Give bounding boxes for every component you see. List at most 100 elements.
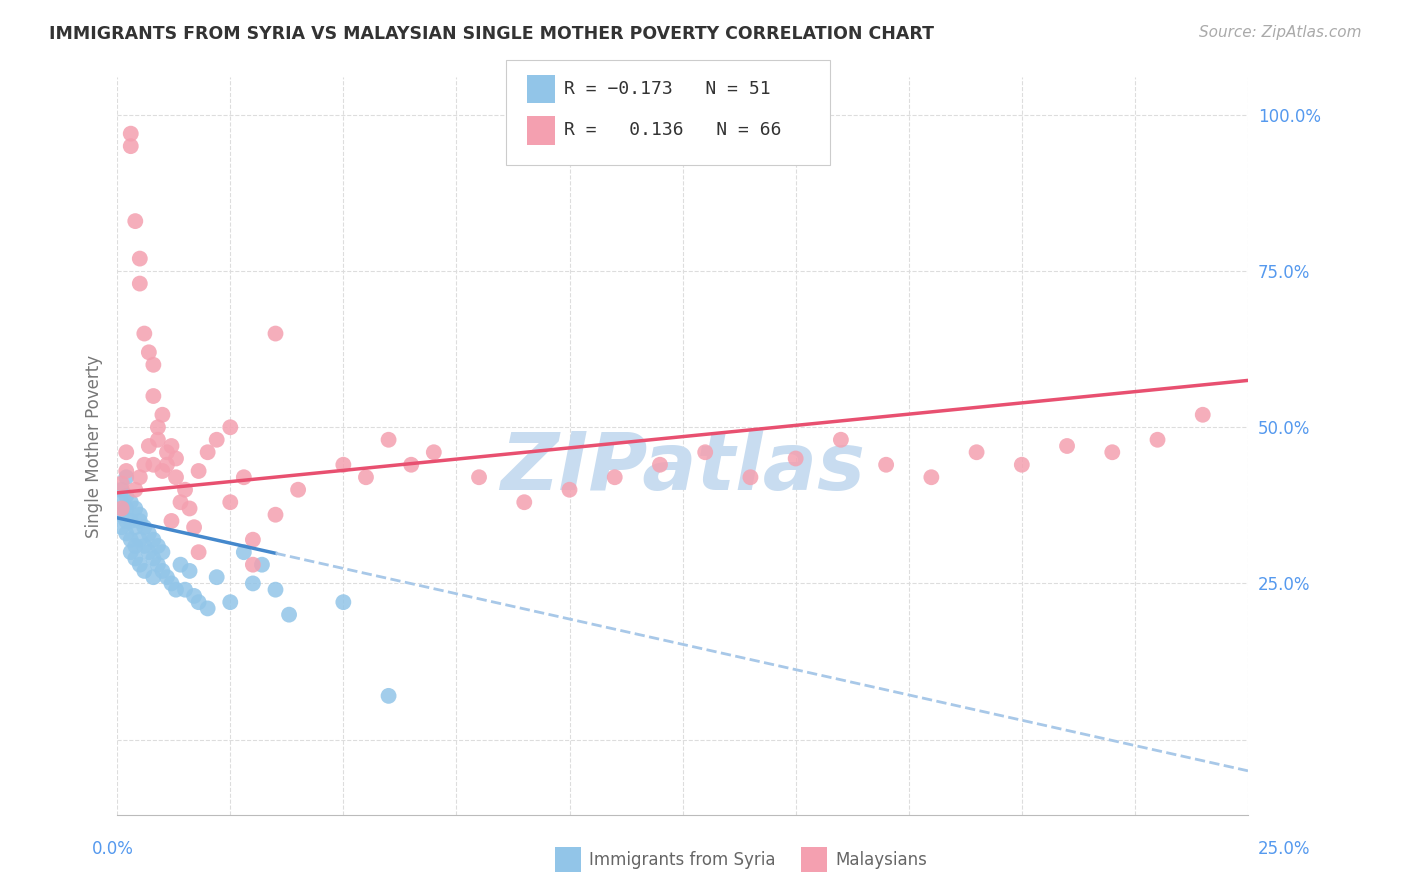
- Text: ZIPatlas: ZIPatlas: [501, 429, 865, 508]
- Point: [513, 495, 536, 509]
- Point: [124, 214, 146, 228]
- Point: [134, 326, 156, 341]
- Point: [785, 451, 807, 466]
- Point: [156, 570, 179, 584]
- Point: [160, 576, 183, 591]
- Point: [197, 445, 219, 459]
- Point: [558, 483, 581, 497]
- Point: [156, 445, 179, 459]
- Point: [128, 514, 150, 528]
- Point: [232, 545, 254, 559]
- Point: [124, 483, 146, 497]
- Point: [920, 470, 942, 484]
- Point: [740, 470, 762, 484]
- Point: [287, 483, 309, 497]
- Point: [111, 476, 134, 491]
- Point: [219, 420, 242, 434]
- Point: [146, 539, 169, 553]
- Point: [134, 458, 156, 472]
- Point: [468, 470, 491, 484]
- Point: [124, 551, 146, 566]
- Point: [142, 458, 165, 472]
- Point: [232, 470, 254, 484]
- Point: [134, 520, 156, 534]
- Point: [174, 483, 197, 497]
- Point: [128, 533, 150, 547]
- Point: [165, 582, 187, 597]
- Text: Malaysians: Malaysians: [835, 851, 927, 869]
- Point: [120, 545, 142, 559]
- Point: [219, 495, 242, 509]
- Point: [695, 445, 717, 459]
- Point: [169, 558, 191, 572]
- Point: [174, 582, 197, 597]
- Point: [160, 514, 183, 528]
- Point: [1056, 439, 1078, 453]
- Point: [830, 433, 852, 447]
- Point: [264, 326, 287, 341]
- Point: [205, 570, 228, 584]
- Point: [377, 433, 399, 447]
- Point: [146, 558, 169, 572]
- Point: [115, 445, 138, 459]
- Point: [377, 689, 399, 703]
- Point: [128, 252, 150, 266]
- Point: [152, 545, 174, 559]
- Point: [242, 576, 264, 591]
- Point: [648, 458, 671, 472]
- Y-axis label: Single Mother Poverty: Single Mother Poverty: [86, 354, 103, 538]
- Point: [197, 601, 219, 615]
- Point: [152, 464, 174, 478]
- Point: [115, 526, 138, 541]
- Point: [124, 539, 146, 553]
- Text: R = −0.173   N = 51: R = −0.173 N = 51: [564, 80, 770, 98]
- Point: [128, 508, 150, 522]
- Point: [242, 533, 264, 547]
- Point: [1011, 458, 1033, 472]
- Point: [142, 551, 165, 566]
- Point: [165, 451, 187, 466]
- Text: 0.0%: 0.0%: [91, 840, 134, 858]
- Point: [332, 595, 354, 609]
- Point: [169, 495, 191, 509]
- Point: [120, 533, 142, 547]
- Point: [152, 408, 174, 422]
- Point: [156, 458, 179, 472]
- Point: [399, 458, 422, 472]
- Point: [219, 595, 242, 609]
- Point: [242, 558, 264, 572]
- Text: IMMIGRANTS FROM SYRIA VS MALAYSIAN SINGLE MOTHER POVERTY CORRELATION CHART: IMMIGRANTS FROM SYRIA VS MALAYSIAN SINGL…: [49, 25, 934, 43]
- Point: [111, 520, 134, 534]
- Point: [115, 470, 138, 484]
- Point: [111, 483, 134, 497]
- Point: [179, 564, 201, 578]
- Point: [1101, 445, 1123, 459]
- Point: [332, 458, 354, 472]
- Point: [120, 514, 142, 528]
- Point: [152, 564, 174, 578]
- Text: Source: ZipAtlas.com: Source: ZipAtlas.com: [1198, 25, 1361, 40]
- Text: 25.0%: 25.0%: [1258, 840, 1310, 858]
- Point: [138, 439, 160, 453]
- Point: [124, 501, 146, 516]
- Point: [115, 489, 138, 503]
- Point: [146, 433, 169, 447]
- Point: [187, 464, 209, 478]
- Point: [603, 470, 626, 484]
- Point: [138, 545, 160, 559]
- Point: [120, 139, 142, 153]
- Point: [179, 501, 201, 516]
- Point: [142, 389, 165, 403]
- Point: [128, 277, 150, 291]
- Point: [142, 533, 165, 547]
- Point: [205, 433, 228, 447]
- Point: [142, 570, 165, 584]
- Point: [120, 127, 142, 141]
- Point: [128, 558, 150, 572]
- Point: [115, 464, 138, 478]
- Point: [875, 458, 897, 472]
- Point: [187, 545, 209, 559]
- Point: [128, 470, 150, 484]
- Point: [1146, 433, 1168, 447]
- Point: [423, 445, 446, 459]
